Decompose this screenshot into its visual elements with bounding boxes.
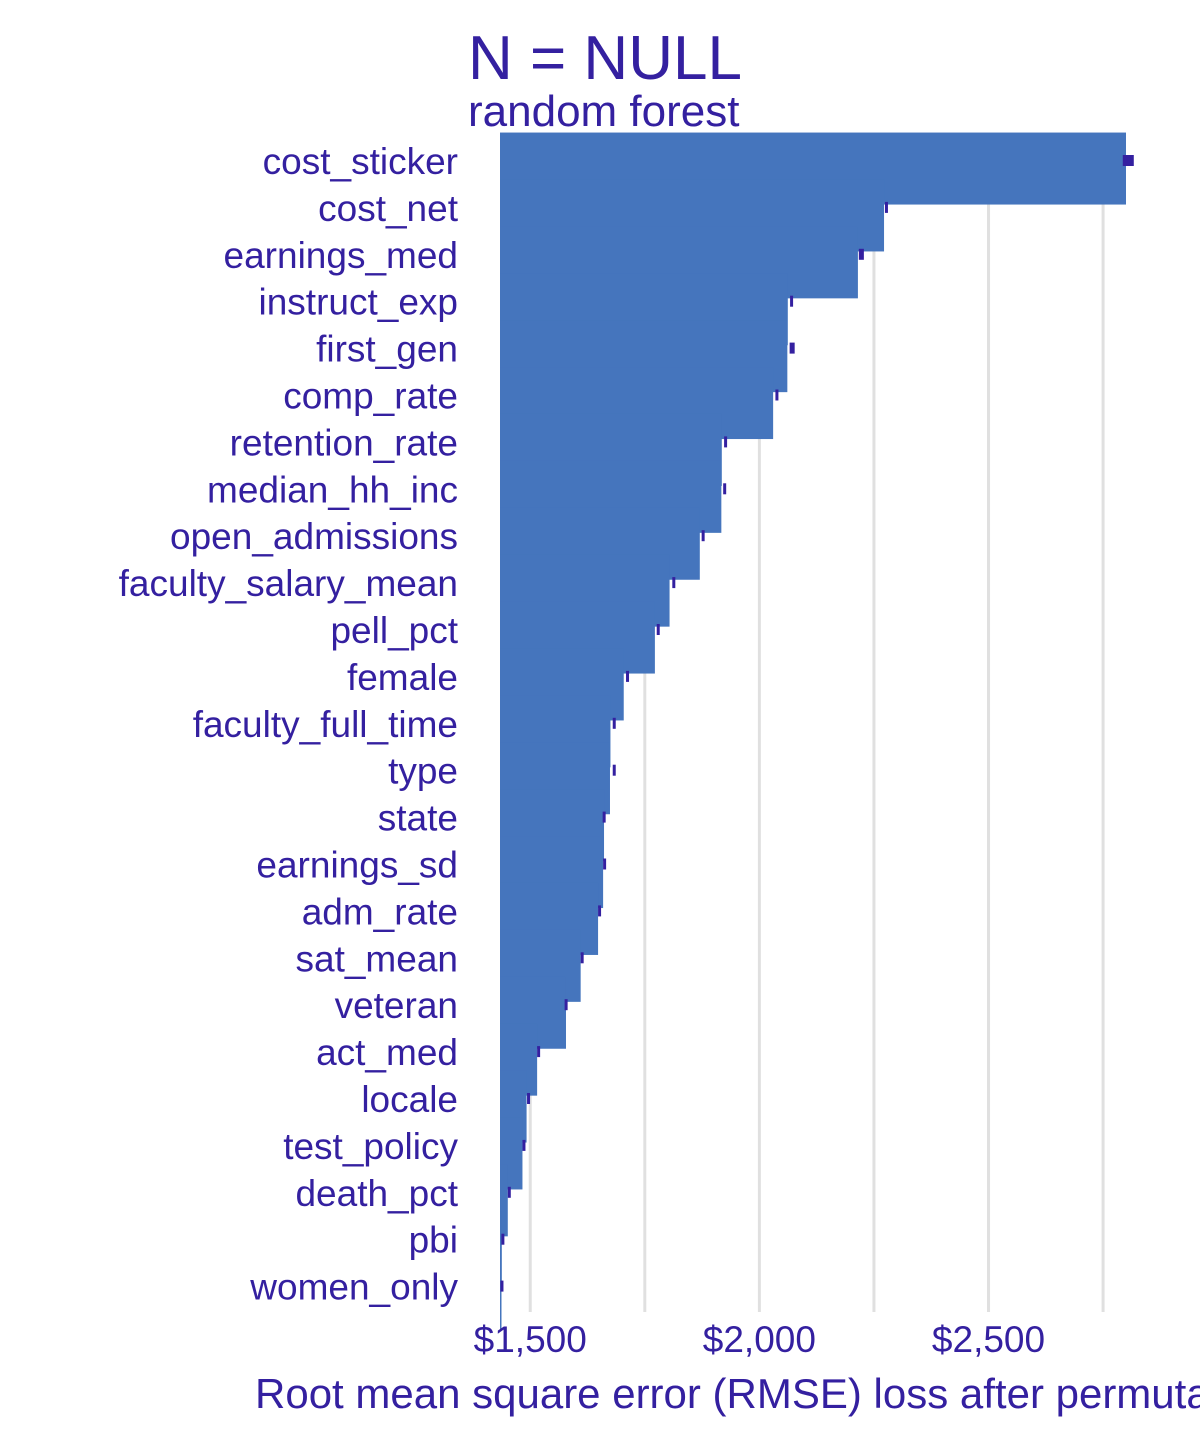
x-tick-label: $1,500 (474, 1319, 587, 1360)
marker-cost_sticker (1122, 155, 1134, 166)
category-label: median_hh_inc (207, 469, 458, 510)
category-label: test_policy (283, 1126, 458, 1167)
chart-title: N = NULL (468, 24, 742, 93)
category-label: pell_pct (330, 610, 458, 651)
bar-death_pct (500, 1164, 508, 1237)
marker-state (602, 811, 606, 823)
category-label: adm_rate (302, 891, 458, 932)
marker-instruct_exp (790, 295, 794, 307)
category-label: earnings_sd (256, 845, 458, 886)
marker-locale (527, 1093, 531, 1104)
marker-first_gen (789, 342, 795, 354)
category-label: death_pct (295, 1173, 458, 1214)
marker-adm_rate (598, 905, 602, 917)
category-label: retention_rate (230, 422, 458, 463)
category-label: open_admissions (170, 516, 458, 557)
chart-subtitle: random forest (468, 87, 739, 136)
category-label: instruct_exp (259, 282, 459, 323)
marker-earnings_sd (603, 858, 607, 870)
category-label: female (347, 657, 458, 698)
category-label: locale (361, 1079, 458, 1120)
marker-pbi (501, 1233, 505, 1245)
x-axis-label: Root mean square error (RMSE) loss after… (255, 1370, 1200, 1417)
marker-sat_mean (580, 952, 584, 964)
marker-veteran (564, 999, 568, 1011)
marker-earnings_med (858, 248, 864, 260)
x-tick-label: $2,000 (703, 1319, 816, 1360)
category-label: act_med (316, 1032, 458, 1073)
marker-median_hh_inc (723, 483, 727, 495)
bars (500, 132, 1126, 1331)
marker-women_only (500, 1280, 504, 1292)
category-label: type (388, 751, 458, 792)
markers (500, 155, 1134, 1292)
marker-female (626, 670, 630, 682)
marker-test_policy (522, 1139, 526, 1151)
category-label: women_only (249, 1267, 458, 1308)
marker-act_med (537, 1046, 541, 1058)
category-label: veteran (335, 985, 458, 1026)
marker-cost_net (884, 201, 888, 213)
marker-faculty_salary_mean (672, 577, 676, 589)
category-label: first_gen (316, 329, 458, 370)
marker-open_admissions (701, 530, 705, 542)
bar-women_only (500, 1258, 502, 1331)
category-label: comp_rate (283, 376, 458, 417)
bar-pbi (500, 1211, 502, 1284)
marker-type (612, 764, 616, 776)
category-label: faculty_salary_mean (119, 563, 458, 604)
x-tick-labels: $1,500 $2,000 $2,500 (474, 1319, 1045, 1360)
category-label: cost_sticker (263, 141, 458, 182)
marker-death_pct (507, 1186, 511, 1198)
marker-retention_rate (724, 436, 728, 448)
category-label: cost_net (318, 188, 459, 229)
marker-faculty_full_time (612, 717, 616, 729)
category-label: earnings_med (224, 235, 458, 276)
marker-comp_rate (775, 389, 779, 401)
category-labels: cost_sticker cost_net earnings_med instruct… (119, 141, 459, 1308)
x-tick-label: $2,500 (932, 1319, 1045, 1360)
category-label: pbi (409, 1220, 458, 1261)
category-label: faculty_full_time (193, 704, 458, 745)
category-label: state (378, 798, 458, 839)
marker-pell_pct (656, 624, 660, 635)
category-label: sat_mean (296, 938, 459, 979)
